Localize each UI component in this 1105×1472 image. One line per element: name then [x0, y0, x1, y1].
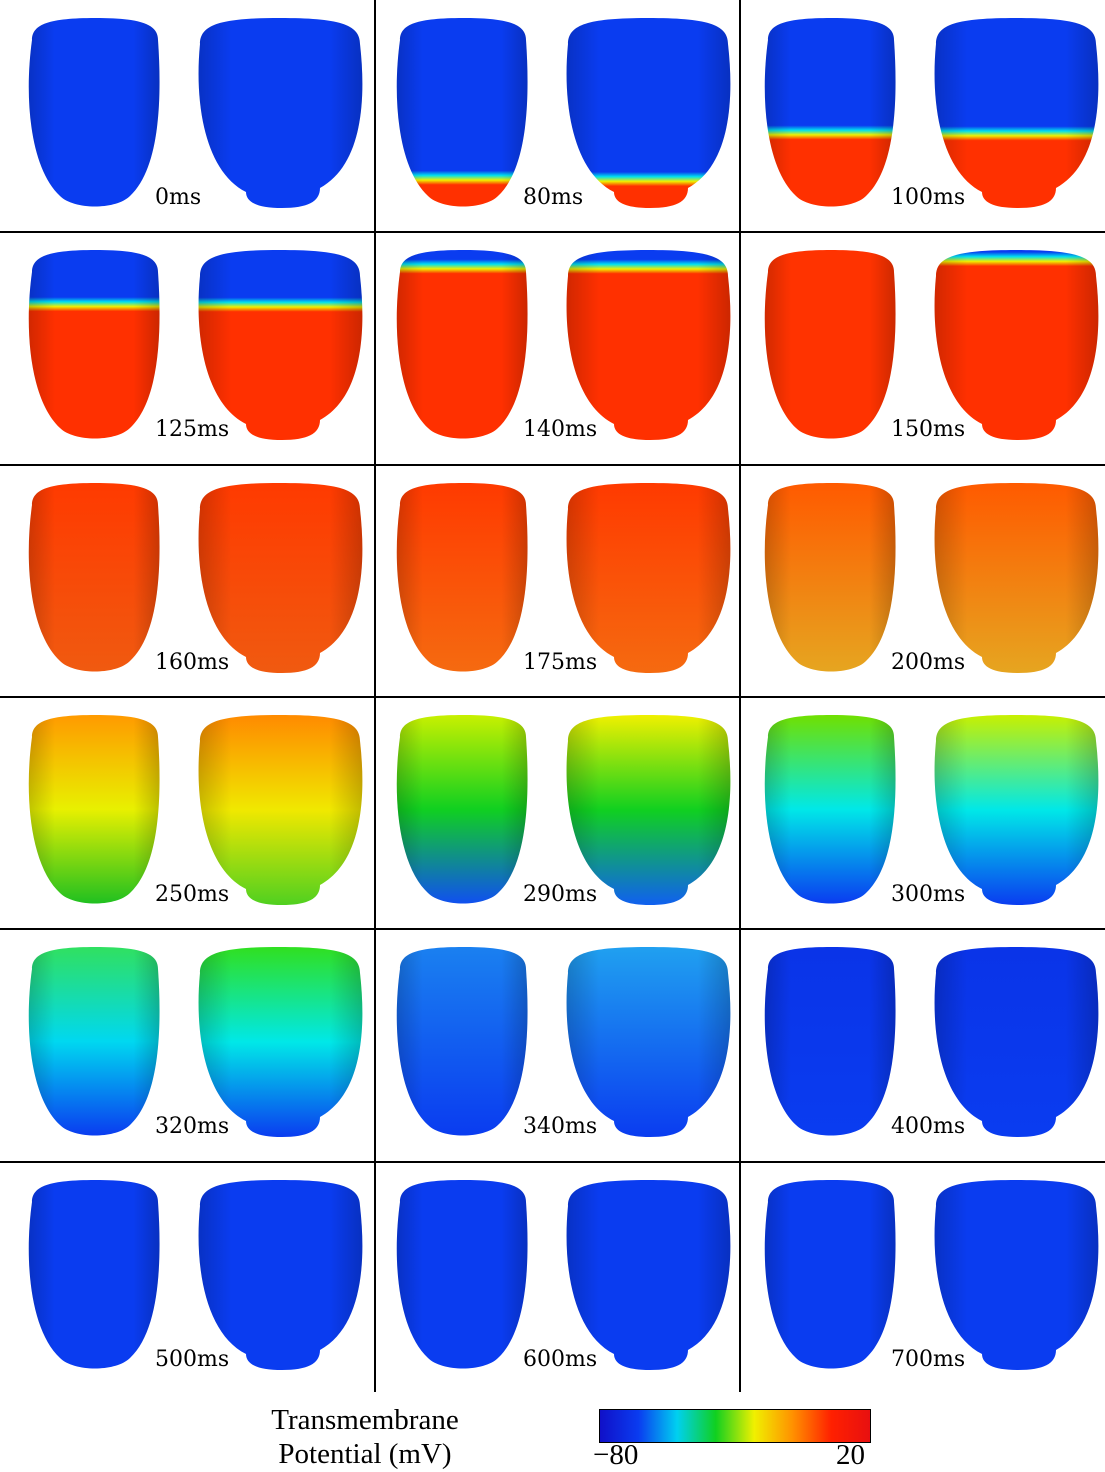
heart-left-shading — [28, 715, 160, 904]
heart-right-shading — [934, 715, 1099, 905]
heart-left-shading — [396, 715, 528, 904]
heart-left-shading — [28, 1180, 160, 1369]
heart-right-shading — [198, 715, 363, 905]
frame-panel: 80ms — [396, 18, 731, 210]
frame-panel: 500ms — [28, 1180, 363, 1372]
time-label: 160ms — [155, 650, 229, 675]
heart-right-shading — [566, 1180, 731, 1370]
frame-panel: 250ms — [28, 715, 363, 907]
legend-title-line1: Transmembrane — [271, 1404, 459, 1436]
frame-panel: 200ms — [764, 483, 1099, 675]
heart-right-shading — [934, 483, 1099, 673]
heart-right-shading — [566, 947, 731, 1137]
time-label: 340ms — [523, 1114, 597, 1139]
time-label: 100ms — [891, 185, 965, 210]
time-label: 400ms — [891, 1114, 965, 1139]
frame-panel: 600ms — [396, 1180, 731, 1372]
frame-panel: 290ms — [396, 715, 731, 907]
time-label: 300ms — [891, 882, 965, 907]
time-label: 150ms — [891, 417, 965, 442]
heart-left-shading — [28, 18, 160, 207]
heart-right-shading — [566, 715, 731, 905]
heart-left-shading — [764, 715, 896, 904]
heart-left-shading — [764, 947, 896, 1136]
time-label: 200ms — [891, 650, 965, 675]
heart-left-shading — [764, 18, 896, 207]
heart-left-shading — [28, 250, 160, 439]
frame-panel: 700ms — [764, 1180, 1099, 1372]
frame-panel: 0ms — [28, 18, 363, 210]
heart-right-shading — [198, 483, 363, 673]
heart-right-shading — [198, 947, 363, 1137]
frame-panel: 150ms — [764, 250, 1099, 442]
frames-canvas: 0ms 80ms 100ms 125ms 140ms 150ms 160ms 175ms 200… — [0, 0, 1105, 1392]
frame-panel: 100ms — [764, 18, 1099, 210]
time-label: 140ms — [523, 417, 597, 442]
colorbar-legend: Transmembrane Potential (mV) −80 20 — [0, 1395, 1105, 1472]
frame-panel: 140ms — [396, 250, 731, 442]
time-label: 80ms — [523, 185, 583, 210]
colorbar-min-label: −80 — [593, 1439, 639, 1471]
frame-panel: 125ms — [28, 250, 363, 442]
colorbar — [599, 1409, 871, 1443]
time-label: 700ms — [891, 1347, 965, 1372]
heart-right-shading — [934, 18, 1099, 208]
frame-panel: 340ms — [396, 947, 731, 1139]
heart-left-shading — [396, 250, 528, 439]
heart-left-shading — [396, 1180, 528, 1369]
heart-right-shading — [566, 18, 731, 208]
heart-left-shading — [764, 1180, 896, 1369]
time-label: 290ms — [523, 882, 597, 907]
time-label: 500ms — [155, 1347, 229, 1372]
time-label: 250ms — [155, 882, 229, 907]
heart-right-shading — [198, 18, 363, 208]
heart-left-shading — [396, 483, 528, 672]
frame-panel: 175ms — [396, 483, 731, 675]
time-label: 125ms — [155, 417, 229, 442]
time-label: 0ms — [155, 185, 201, 210]
heart-frames-grid: 0ms 80ms 100ms 125ms 140ms 150ms 160ms 175ms 200… — [0, 0, 1105, 1392]
heart-left-shading — [764, 483, 896, 672]
frame-panel: 160ms — [28, 483, 363, 675]
heart-left-shading — [396, 947, 528, 1136]
time-label: 175ms — [523, 650, 597, 675]
heart-right-shading — [566, 483, 731, 673]
heart-right-shading — [934, 947, 1099, 1137]
heart-right-shading — [566, 250, 731, 440]
heart-left-shading — [764, 250, 896, 439]
heart-right-shading — [934, 1180, 1099, 1370]
frame-panel: 320ms — [28, 947, 363, 1139]
heart-left-shading — [28, 483, 160, 672]
heart-right-shading — [198, 250, 363, 440]
time-label: 320ms — [155, 1114, 229, 1139]
heart-left-shading — [396, 18, 528, 207]
heart-right-shading — [198, 1180, 363, 1370]
legend-title-line2: Potential (mV) — [278, 1438, 452, 1470]
time-label: 600ms — [523, 1347, 597, 1372]
frame-panel: 300ms — [764, 715, 1099, 907]
legend-title: Transmembrane Potential (mV) — [240, 1403, 490, 1471]
colorbar-max-label: 20 — [836, 1439, 865, 1471]
heart-right-shading — [934, 250, 1099, 440]
heart-left-shading — [28, 947, 160, 1136]
frame-panel: 400ms — [764, 947, 1099, 1139]
